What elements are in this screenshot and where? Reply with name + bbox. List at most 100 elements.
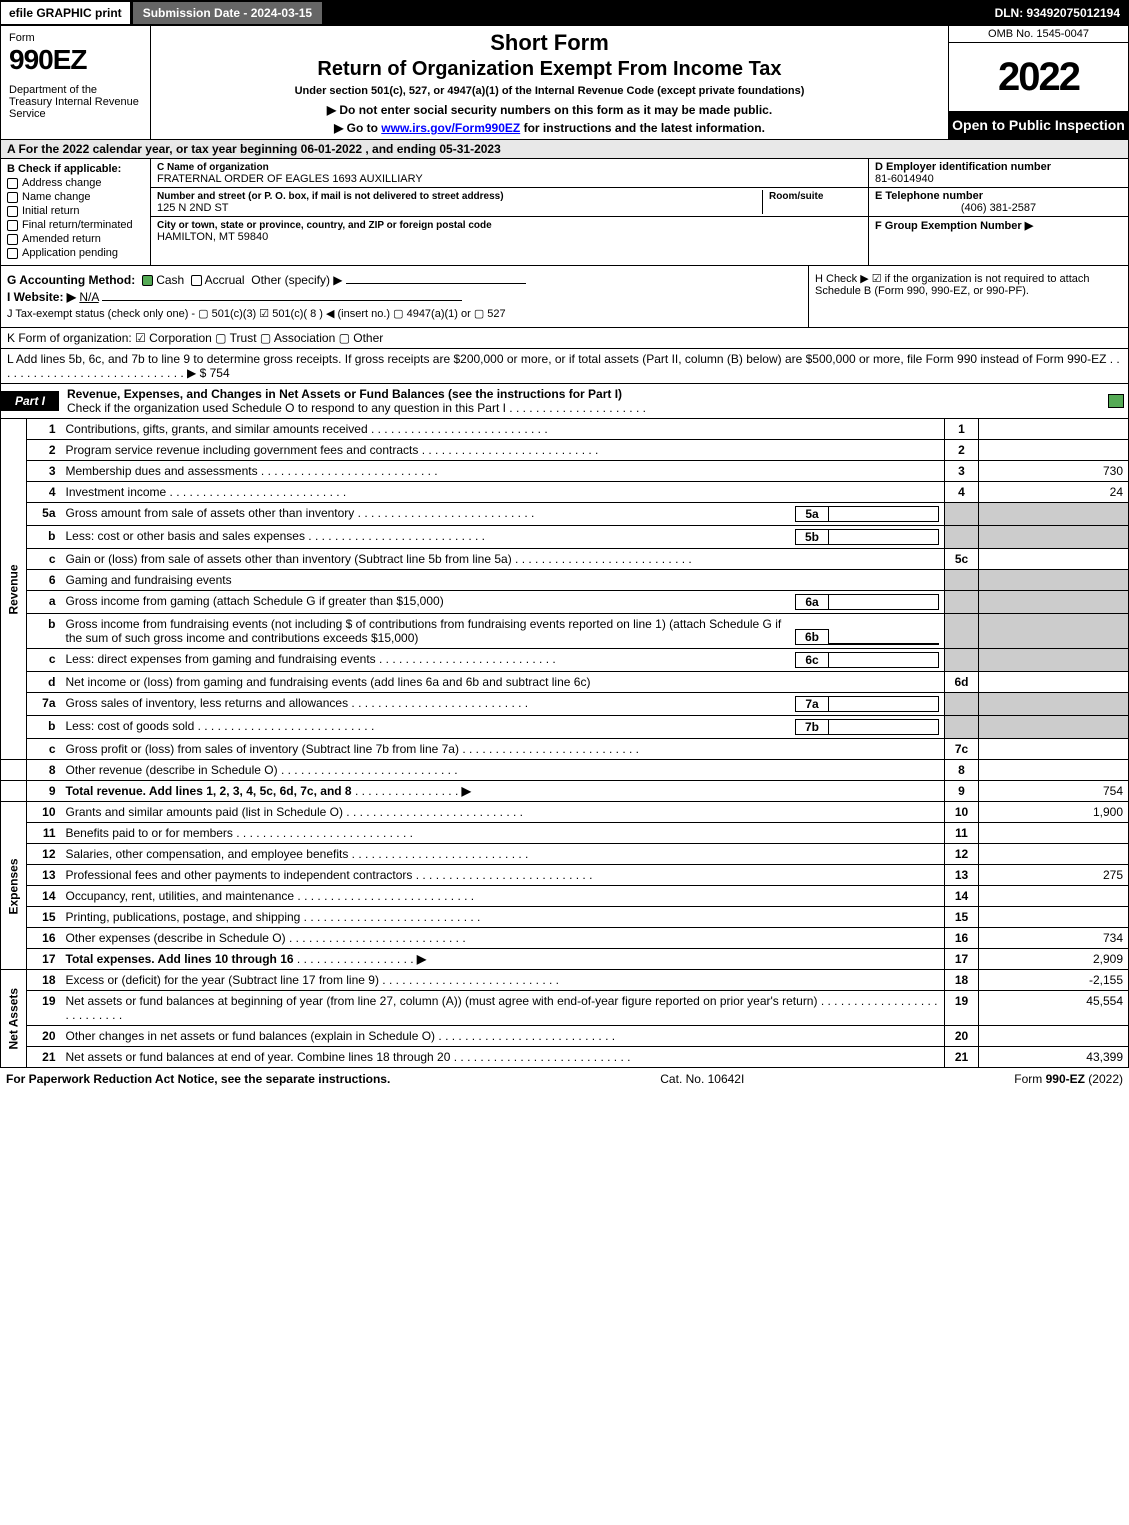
open-to-public: Open to Public Inspection xyxy=(949,111,1128,139)
line-3-desc: Membership dues and assessments xyxy=(61,461,945,482)
line-5c-desc: Gain or (loss) from sale of assets other… xyxy=(61,549,945,570)
line-13-value: 275 xyxy=(979,865,1129,886)
part1-tag: Part I xyxy=(1,391,59,411)
line-8-desc: Other revenue (describe in Schedule O) xyxy=(61,760,945,781)
line-3-value: 730 xyxy=(979,461,1129,482)
expenses-table: Expenses 10 Grants and similar amounts p… xyxy=(0,802,1129,970)
block-bcdef: B Check if applicable: Address change Na… xyxy=(0,159,1129,266)
checkbox-name-change[interactable] xyxy=(7,192,18,203)
line-11-desc: Benefits paid to or for members xyxy=(61,823,945,844)
checkbox-address-change[interactable] xyxy=(7,178,18,189)
header-mid: Short Form Return of Organization Exempt… xyxy=(151,26,948,139)
line-18-value: -2,155 xyxy=(979,970,1129,991)
org-city: HAMILTON, MT 59840 xyxy=(157,231,268,243)
line-19-value: 45,554 xyxy=(979,991,1129,1026)
omb-number: OMB No. 1545-0047 xyxy=(949,26,1128,43)
line-6a-desc: Gross income from gaming (attach Schedul… xyxy=(66,594,796,610)
line-6-desc: Gaming and fundraising events xyxy=(61,570,945,591)
section-b-label: B Check if applicable: xyxy=(7,163,144,175)
line-7a-inner-value xyxy=(829,696,939,712)
line-5b-desc: Less: cost or other basis and sales expe… xyxy=(66,529,796,545)
net-assets-table: Net Assets 18 Excess or (deficit) for th… xyxy=(0,970,1129,1068)
ein-value: 81-6014940 xyxy=(875,173,934,185)
cb-label: Application pending xyxy=(22,247,118,259)
row-gh: G Accounting Method: Cash Accrual Other … xyxy=(0,266,1129,328)
line-14-value xyxy=(979,886,1129,907)
form-word: Form xyxy=(9,32,142,44)
cb-label: Initial return xyxy=(22,205,79,217)
section-def: D Employer identification number 81-6014… xyxy=(868,159,1128,265)
line-16-value: 734 xyxy=(979,928,1129,949)
dln-label: DLN: 93492075012194 xyxy=(987,2,1128,24)
room-suite-label: Room/suite xyxy=(769,191,823,202)
checkbox-amended-return[interactable] xyxy=(7,234,18,245)
goto-post: for instructions and the latest informat… xyxy=(520,121,765,135)
cb-label: Address change xyxy=(22,177,102,189)
line-10-value: 1,900 xyxy=(979,802,1129,823)
line-5a-inner-value xyxy=(829,506,939,522)
cb-label: Amended return xyxy=(22,233,101,245)
checkbox-cash[interactable] xyxy=(142,275,153,286)
page-footer: For Paperwork Reduction Act Notice, see … xyxy=(0,1068,1129,1090)
checkbox-application-pending[interactable] xyxy=(7,248,18,259)
line-7c-value xyxy=(979,739,1129,760)
footer-left: For Paperwork Reduction Act Notice, see … xyxy=(6,1072,390,1086)
line-16-desc: Other expenses (describe in Schedule O) xyxy=(61,928,945,949)
tax-year: 2022 xyxy=(949,43,1128,111)
ssn-warning: ▶ Do not enter social security numbers o… xyxy=(159,103,940,117)
top-bar: efile GRAPHIC print Submission Date - 20… xyxy=(0,0,1129,26)
dept-label: Department of the Treasury Internal Reve… xyxy=(9,84,142,120)
line-4-desc: Investment income xyxy=(61,482,945,503)
checkbox-initial-return[interactable] xyxy=(7,206,18,217)
line-7b-desc: Less: cost of goods sold xyxy=(66,719,796,735)
f-group-label: F Group Exemption Number ▶ xyxy=(875,220,1033,232)
row-a-tax-year: A For the 2022 calendar year, or tax yea… xyxy=(0,140,1129,159)
row-k: K Form of organization: ☑ Corporation ▢ … xyxy=(0,328,1129,349)
line-4-value: 24 xyxy=(979,482,1129,503)
line-9-desc: Total revenue. Add lines 1, 2, 3, 4, 5c,… xyxy=(61,781,945,802)
checkbox-final-return[interactable] xyxy=(7,220,18,231)
line-11-value xyxy=(979,823,1129,844)
side-expenses: Expenses xyxy=(1,802,27,970)
line-1-value xyxy=(979,419,1129,440)
cb-label: Name change xyxy=(22,191,91,203)
part1-schedule-o-checkbox[interactable] xyxy=(1108,394,1124,408)
form-number: 990EZ xyxy=(9,44,142,76)
section-c: C Name of organization FRATERNAL ORDER O… xyxy=(151,159,868,265)
line-5a-desc: Gross amount from sale of assets other t… xyxy=(66,506,796,522)
line-20-value xyxy=(979,1026,1129,1047)
c-name-label: C Name of organization xyxy=(157,162,269,173)
line-5b-inner-value xyxy=(829,529,939,545)
title-return: Return of Organization Exempt From Incom… xyxy=(159,58,940,81)
irs-link[interactable]: www.irs.gov/Form990EZ xyxy=(381,121,520,135)
line-7c-desc: Gross profit or (loss) from sales of inv… xyxy=(61,739,945,760)
line-18-desc: Excess or (deficit) for the year (Subtra… xyxy=(61,970,945,991)
submission-date-button[interactable]: Submission Date - 2024-03-15 xyxy=(132,1,323,25)
gross-receipts-value: 754 xyxy=(210,366,230,380)
efile-print-button[interactable]: efile GRAPHIC print xyxy=(1,2,132,24)
d-ein-label: D Employer identification number xyxy=(875,161,1051,173)
goto-line: ▶ Go to www.irs.gov/Form990EZ for instru… xyxy=(159,121,940,135)
line-8-value xyxy=(979,760,1129,781)
part1-desc: Revenue, Expenses, and Changes in Net As… xyxy=(59,384,1108,418)
line-2-value xyxy=(979,440,1129,461)
row-l: L Add lines 5b, 6c, and 7b to line 9 to … xyxy=(0,349,1129,384)
org-name: FRATERNAL ORDER OF EAGLES 1693 AUXILLIAR… xyxy=(157,173,423,185)
line-17-desc: Total expenses. Add lines 10 through 16 … xyxy=(61,949,945,970)
line-19-desc: Net assets or fund balances at beginning… xyxy=(61,991,945,1026)
checkbox-accrual[interactable] xyxy=(191,275,202,286)
title-short-form: Short Form xyxy=(159,30,940,56)
j-tax-exempt: J Tax-exempt status (check only one) - ▢… xyxy=(7,307,802,320)
line-7a-desc: Gross sales of inventory, less returns a… xyxy=(66,696,796,712)
line-6d-desc: Net income or (loss) from gaming and fun… xyxy=(61,672,945,693)
line-13-desc: Professional fees and other payments to … xyxy=(61,865,945,886)
header-left: Form 990EZ Department of the Treasury In… xyxy=(1,26,151,139)
col-h: H Check ▶ ☑ if the organization is not r… xyxy=(808,266,1128,327)
part1-header: Part I Revenue, Expenses, and Changes in… xyxy=(0,384,1129,419)
line-6c-inner-value xyxy=(829,652,939,668)
website-value: N/A xyxy=(79,290,98,304)
line-12-desc: Salaries, other compensation, and employ… xyxy=(61,844,945,865)
line-21-desc: Net assets or fund balances at end of ye… xyxy=(61,1047,945,1068)
org-address: 125 N 2ND ST xyxy=(157,202,229,214)
other-specify-input[interactable] xyxy=(346,283,526,284)
